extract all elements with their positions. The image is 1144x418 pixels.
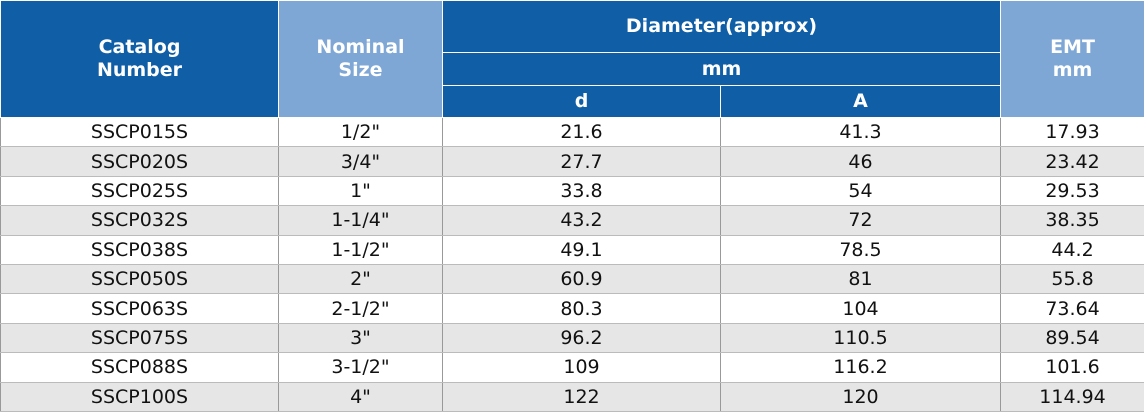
table-cell: 3-1/2" xyxy=(278,352,443,383)
table-cell: SSCP020S xyxy=(0,146,279,177)
table-cell: 1-1/4" xyxy=(278,205,443,236)
header-cell: Catalog Number xyxy=(0,0,279,118)
table-cell: 44.2 xyxy=(1000,235,1144,265)
table-row: SSCP088S 3-1/2" 109 116.2 101.6 xyxy=(0,352,1144,383)
table-cell: SSCP038S xyxy=(0,235,279,265)
table-cell: 109 xyxy=(442,352,721,383)
table-cell: 81 xyxy=(719,264,1002,295)
table-cell: 41.3 xyxy=(719,117,1002,148)
header-cell: EMT mm xyxy=(1000,0,1144,118)
table-cell: SSCP075S xyxy=(0,323,279,354)
header-cell: mm xyxy=(441,52,1002,86)
table-cell: 72 xyxy=(719,205,1002,236)
table-cell: 1/2" xyxy=(278,117,443,148)
table-cell: 110.5 xyxy=(719,323,1002,354)
table-cell: SSCP100S xyxy=(0,382,279,412)
table-cell: 33.8 xyxy=(442,176,721,207)
table-cell: 43.2 xyxy=(442,205,721,236)
header-cell: Diameter(approx) xyxy=(441,0,1002,53)
header-cell: d xyxy=(442,85,721,118)
table-cell: 54 xyxy=(719,176,1002,207)
table-cell: 2-1/2" xyxy=(278,293,443,324)
table-cell: SSCP050S xyxy=(0,264,279,295)
table-cell: 27.7 xyxy=(442,146,721,177)
table-row: SSCP050S 2" 60.9 81 55.8 xyxy=(0,264,1144,295)
table-cell: 122 xyxy=(442,382,721,412)
table-cell: 3/4" xyxy=(278,146,443,177)
table-cell: 46 xyxy=(719,146,1002,177)
table-cell: 1-1/2" xyxy=(278,235,443,265)
table-cell: 4" xyxy=(278,382,443,412)
table-cell: 38.35 xyxy=(1000,205,1144,236)
table-cell: 49.1 xyxy=(442,235,721,265)
table-cell: SSCP032S xyxy=(0,205,279,236)
table-cell: 96.2 xyxy=(442,323,721,354)
table-cell: 1" xyxy=(278,176,443,207)
table-row: SSCP032S 1-1/4" 43.2 72 38.35 xyxy=(0,205,1144,236)
table-body: SSCP015S 1/2" 21.6 41.3 17.93 SSCP020S 3/4" 27.… xyxy=(0,117,1144,412)
table-cell: 73.64 xyxy=(1000,293,1144,324)
table-row: SSCP100S 4" 122 120 114.94 xyxy=(0,382,1144,412)
table-cell: SSCP063S xyxy=(0,293,279,324)
table-cell: 78.5 xyxy=(719,235,1002,265)
table-row: SSCP025S 1" 33.8 54 29.53 xyxy=(0,176,1144,207)
header-cell: A xyxy=(719,85,1002,118)
table-cell: 104 xyxy=(719,293,1002,324)
table-cell: 120 xyxy=(719,382,1002,412)
table-cell: SSCP025S xyxy=(0,176,279,207)
table-row: SSCP063S 2-1/2" 80.3 104 73.64 xyxy=(0,293,1144,324)
table-cell: 80.3 xyxy=(442,293,721,324)
table-cell: SSCP015S xyxy=(0,117,279,148)
table-cell: 89.54 xyxy=(1000,323,1144,354)
header-cell: Nominal Size xyxy=(278,0,443,118)
table-cell: 23.42 xyxy=(1000,146,1144,177)
table-cell: 21.6 xyxy=(442,117,721,148)
table-cell: 114.94 xyxy=(1000,382,1144,412)
table-cell: 17.93 xyxy=(1000,117,1144,148)
table-row: SSCP075S 3" 96.2 110.5 89.54 xyxy=(0,323,1144,354)
table-cell: 60.9 xyxy=(442,264,721,295)
table-cell: 116.2 xyxy=(719,352,1002,383)
table-cell: 55.8 xyxy=(1000,264,1144,295)
table-cell: 29.53 xyxy=(1000,176,1144,207)
table-row: SSCP020S 3/4" 27.7 46 23.42 xyxy=(0,146,1144,177)
table-row: SSCP015S 1/2" 21.6 41.3 17.93 xyxy=(0,117,1144,148)
table-cell: SSCP088S xyxy=(0,352,279,383)
table-cell: 101.6 xyxy=(1000,352,1144,383)
table-row: SSCP038S 1-1/2" 49.1 78.5 44.2 xyxy=(0,235,1144,265)
table-cell: 2" xyxy=(278,264,443,295)
table-cell: 3" xyxy=(278,323,443,354)
